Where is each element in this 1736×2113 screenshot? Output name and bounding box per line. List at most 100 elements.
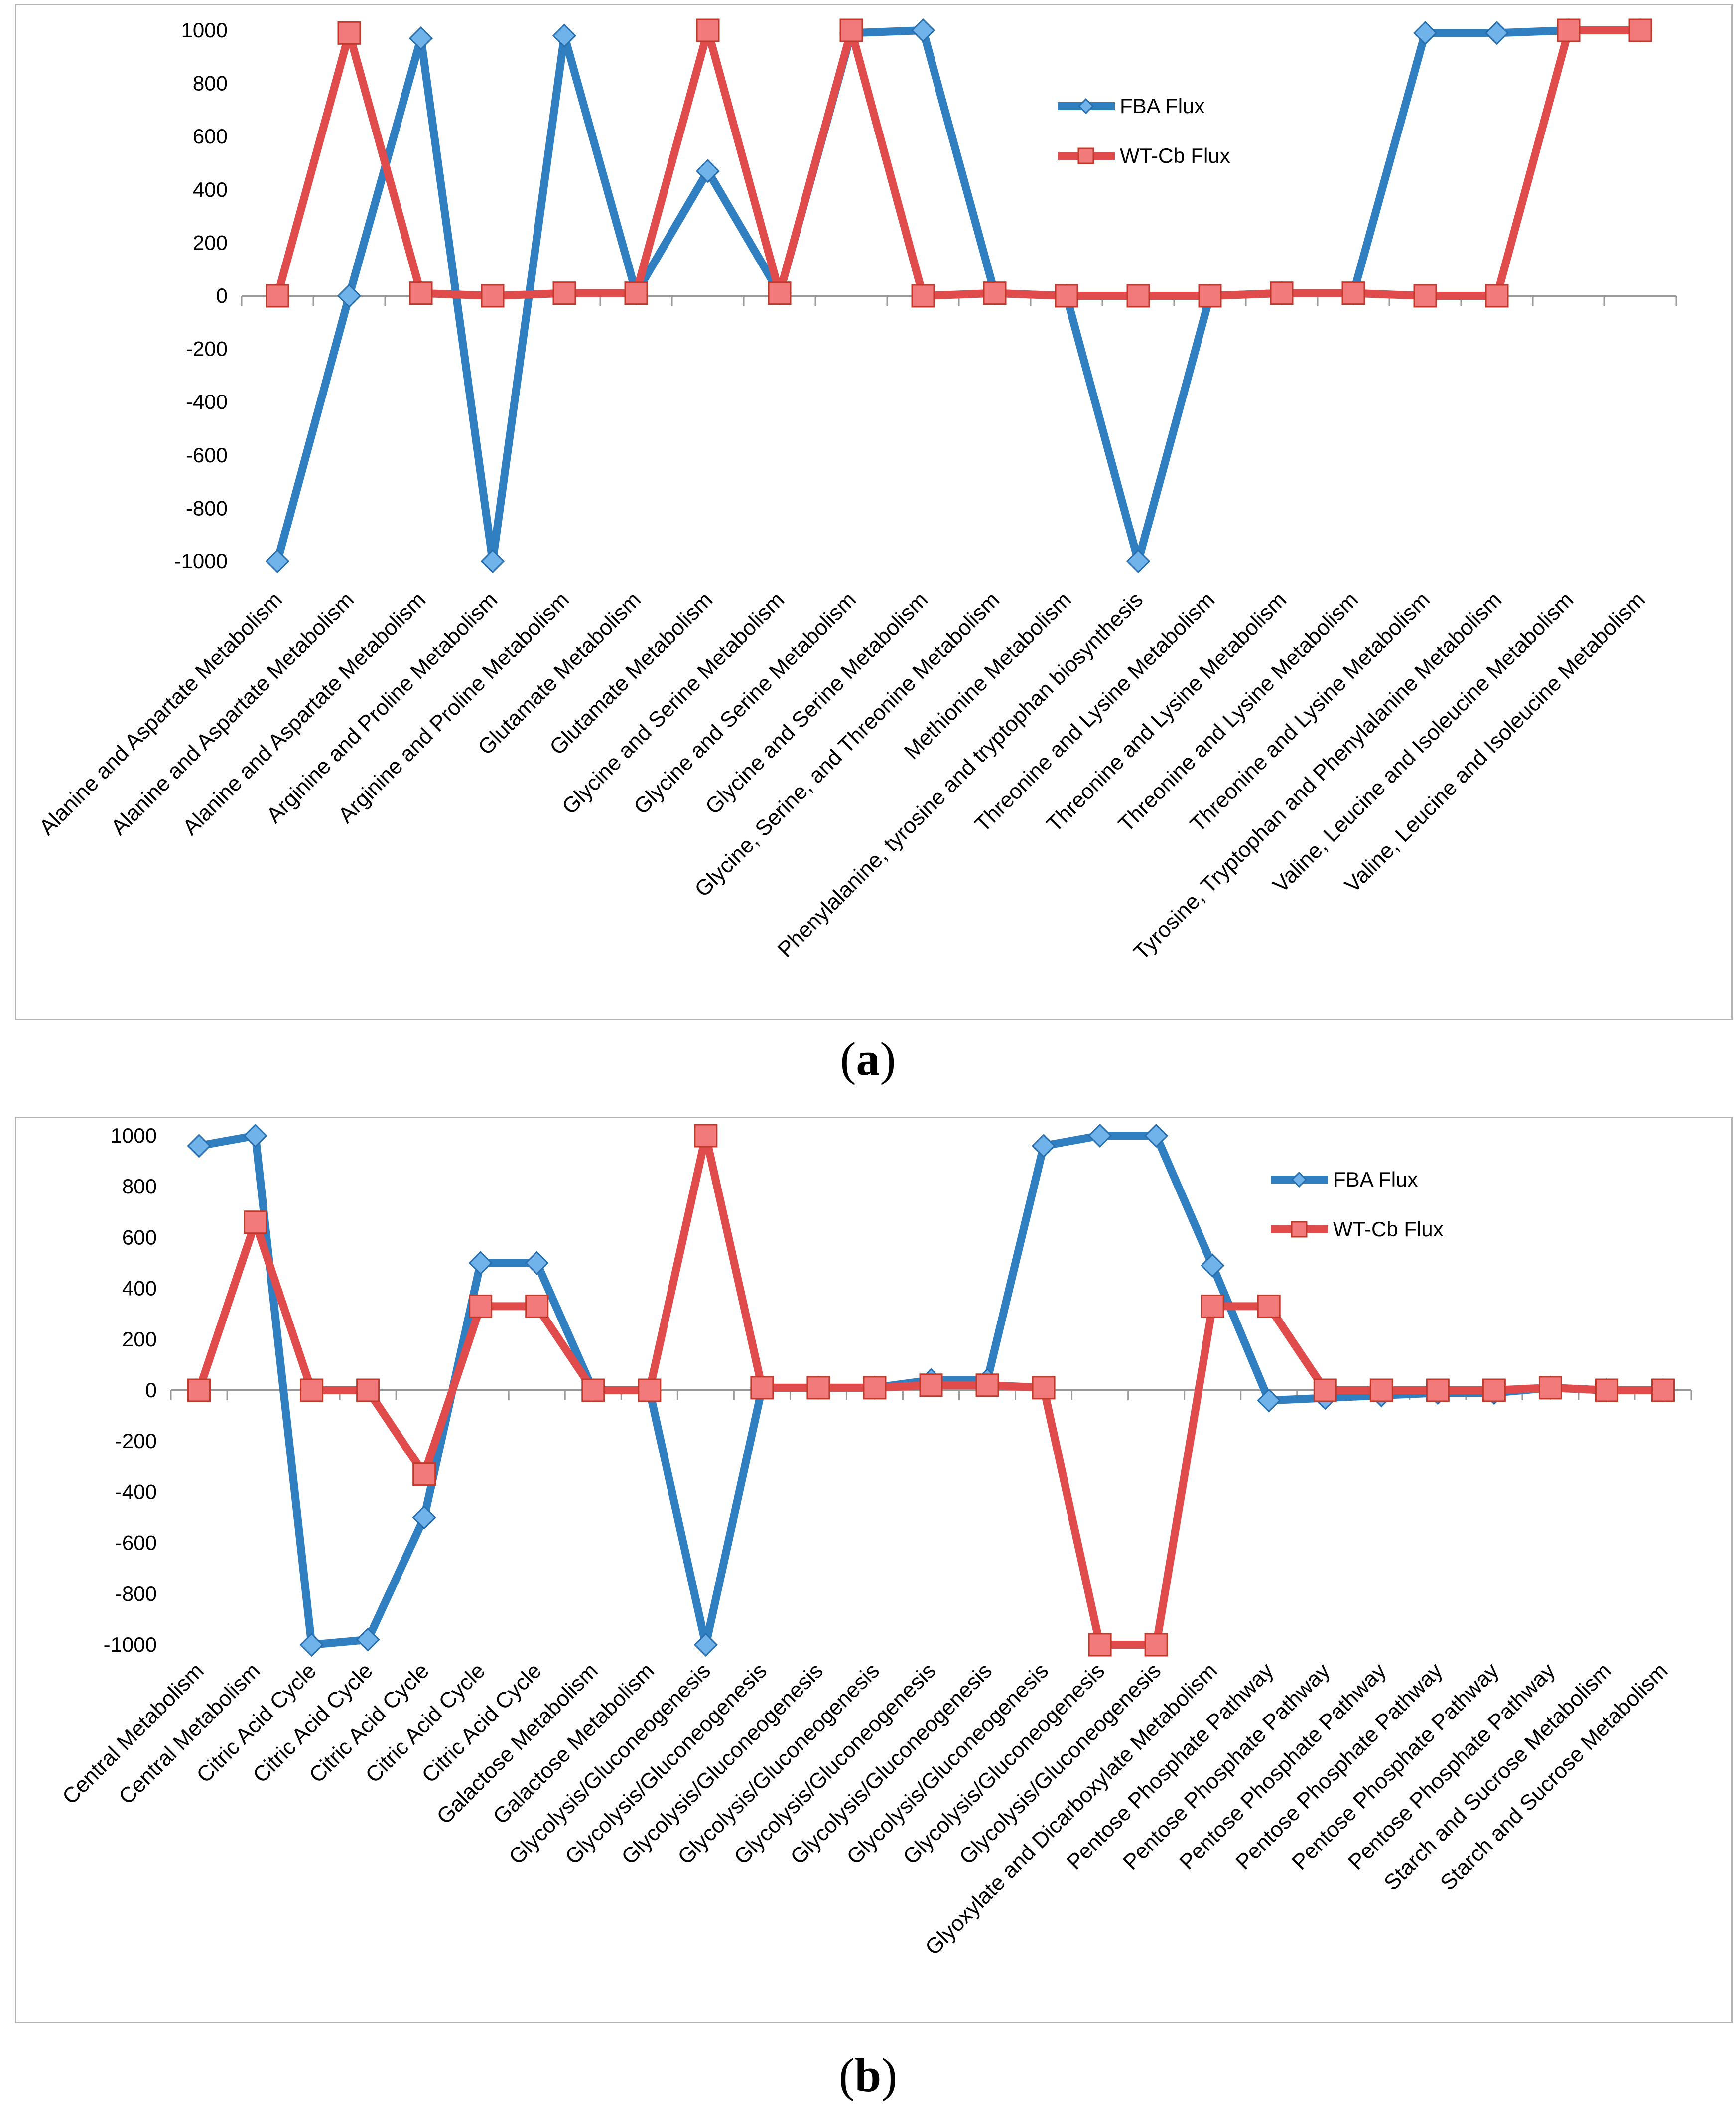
- wt-cb-flux-point: [1032, 1376, 1056, 1400]
- fba-flux-point: [552, 23, 577, 48]
- wt-cb-flux-point: [1313, 1378, 1337, 1402]
- fba-flux-point: [695, 159, 720, 183]
- fba-flux-point: [480, 549, 505, 574]
- wt-cb-flux-point: [187, 1378, 211, 1402]
- wt-cb-flux-point: [1144, 1633, 1168, 1657]
- chart-panel-b: 1000 800 600 400 200 0 -200 -400 -600 -800 -1000 Ce…: [15, 1117, 1733, 2023]
- fba-flux-point: [1257, 1388, 1281, 1413]
- fba-flux-point: [693, 1632, 718, 1657]
- wt-cb-flux-point: [1482, 1378, 1506, 1402]
- wt-cb-flux-point: [1369, 1378, 1393, 1402]
- y-tick-label: 200: [193, 231, 228, 254]
- fba-flux-point: [243, 1123, 267, 1148]
- y-tick-label: -200: [186, 337, 228, 361]
- wt-cb-flux-point: [409, 281, 433, 305]
- chart-panel-a: 1000 800 600 400 200 0 -200 -400 -600 -800 -1000 Al…: [15, 4, 1733, 1020]
- fba-flux-point: [1201, 1253, 1225, 1278]
- fba-flux-point: [525, 1251, 549, 1275]
- chart-a-svg: 10008006004002000-200-400-600-800-1000Al…: [34, 18, 1677, 965]
- y-tick-label: 800: [122, 1175, 157, 1198]
- legend-label: WT-Cb Flux: [1120, 144, 1230, 167]
- wt-cb-flux-point: [1595, 1378, 1618, 1402]
- wt-cb-flux-point: [839, 18, 863, 42]
- wt-cb-flux-point: [266, 284, 289, 308]
- y-tick-label: 800: [193, 72, 228, 95]
- wt-cb-flux-point: [1201, 1294, 1224, 1318]
- wt-cb-flux-point: [624, 281, 648, 305]
- wt-cb-flux-point: [911, 284, 935, 308]
- wt-cb-flux-point: [1628, 18, 1652, 42]
- y-tick-label: -800: [186, 496, 228, 520]
- caption-b: (b): [838, 2048, 898, 2102]
- wt-cb-flux-point: [1270, 281, 1294, 305]
- wt-cb-flux-point: [356, 1378, 380, 1402]
- legend-label: FBA Flux: [1333, 1168, 1418, 1191]
- wt-cb-flux-point: [1257, 1294, 1281, 1318]
- wt-cb-flux-point: [525, 1294, 549, 1318]
- fba-flux-point: [265, 549, 290, 574]
- wt-cb-flux-point: [983, 281, 1007, 305]
- fba-flux-point: [299, 1632, 324, 1657]
- fba-flux-point: [412, 1505, 436, 1530]
- wt-cb-flux-point: [1426, 1378, 1450, 1402]
- fba-flux-point: [1144, 1123, 1169, 1148]
- fba-flux-point: [468, 1251, 493, 1275]
- fba-flux-point: [1126, 549, 1151, 574]
- caption-a-label: a: [856, 1032, 880, 1085]
- fba-flux-point: [356, 1627, 380, 1652]
- fba-flux-point: [187, 1134, 211, 1158]
- caption-b-label: b: [854, 2048, 882, 2102]
- y-tick-label: -400: [186, 390, 228, 413]
- x-category-label: Pentose Phosphate Pathway: [1343, 1658, 1560, 1874]
- wt-cb-flux-point: [1341, 281, 1365, 305]
- wt-cb-flux-point: [1198, 284, 1222, 308]
- wt-cb-flux-point: [244, 1210, 267, 1234]
- fba-flux-point: [1031, 1134, 1056, 1158]
- y-tick-label: 600: [193, 125, 228, 148]
- wt-cb-flux-point: [1126, 284, 1150, 308]
- wt-cb-flux-point: [638, 1378, 662, 1402]
- wt-cb-flux-point: [1413, 284, 1437, 308]
- wt-cb-flux-point: [1485, 284, 1509, 308]
- y-tick-label: 400: [122, 1277, 157, 1300]
- y-tick-label: -200: [115, 1429, 157, 1453]
- wt-cb-flux-point: [694, 1124, 718, 1148]
- wt-cb-flux-point: [750, 1376, 774, 1400]
- fba-flux-point: [1413, 21, 1438, 45]
- wt-cb-flux-point: [863, 1376, 887, 1400]
- legend-label: WT-Cb Flux: [1333, 1217, 1444, 1241]
- y-tick-label: -800: [115, 1582, 157, 1605]
- y-tick-label: 1000: [181, 18, 228, 42]
- wt-cb-flux-point: [975, 1373, 999, 1397]
- wt-cb-flux-point: [300, 1378, 324, 1402]
- y-tick-label: 0: [145, 1378, 157, 1402]
- y-tick-label: -1000: [104, 1633, 157, 1656]
- wt-cb-flux-point: [1055, 284, 1078, 308]
- wt-cb-flux-point: [919, 1373, 943, 1397]
- caption-a: (a): [840, 1032, 896, 1085]
- y-tick-label: -600: [186, 443, 228, 467]
- wt-cb-flux-line: [273, 26, 1644, 300]
- wt-cb-flux-point: [806, 1376, 830, 1400]
- wt-cb-flux-point: [696, 18, 720, 42]
- wt-cb-flux-point: [1088, 1633, 1112, 1657]
- wt-cb-flux-point: [1651, 1378, 1675, 1402]
- wt-cb-flux-point: [581, 1378, 605, 1402]
- legend-marker: [1077, 98, 1094, 115]
- wt-cb-flux-point: [469, 1294, 493, 1318]
- fba-flux-line: [273, 26, 1644, 565]
- wt-cb-flux-point: [337, 21, 361, 45]
- wt-cb-flux-point: [552, 281, 576, 305]
- wt-cb-flux-point: [1557, 18, 1581, 42]
- legend-marker: [1077, 147, 1094, 164]
- fba-flux-point: [337, 283, 362, 308]
- y-tick-label: -1000: [174, 549, 228, 573]
- y-tick-label: 200: [122, 1327, 157, 1351]
- wt-cb-flux-point: [768, 281, 792, 305]
- y-tick-label: 400: [193, 178, 228, 201]
- fba-flux-point: [911, 18, 935, 43]
- chart-b-svg: 10008006004002000-200-400-600-800-1000Ce…: [58, 1123, 1692, 1960]
- fba-flux-point: [408, 26, 433, 51]
- y-tick-label: 1000: [111, 1124, 157, 1147]
- legend-marker: [1291, 1171, 1308, 1188]
